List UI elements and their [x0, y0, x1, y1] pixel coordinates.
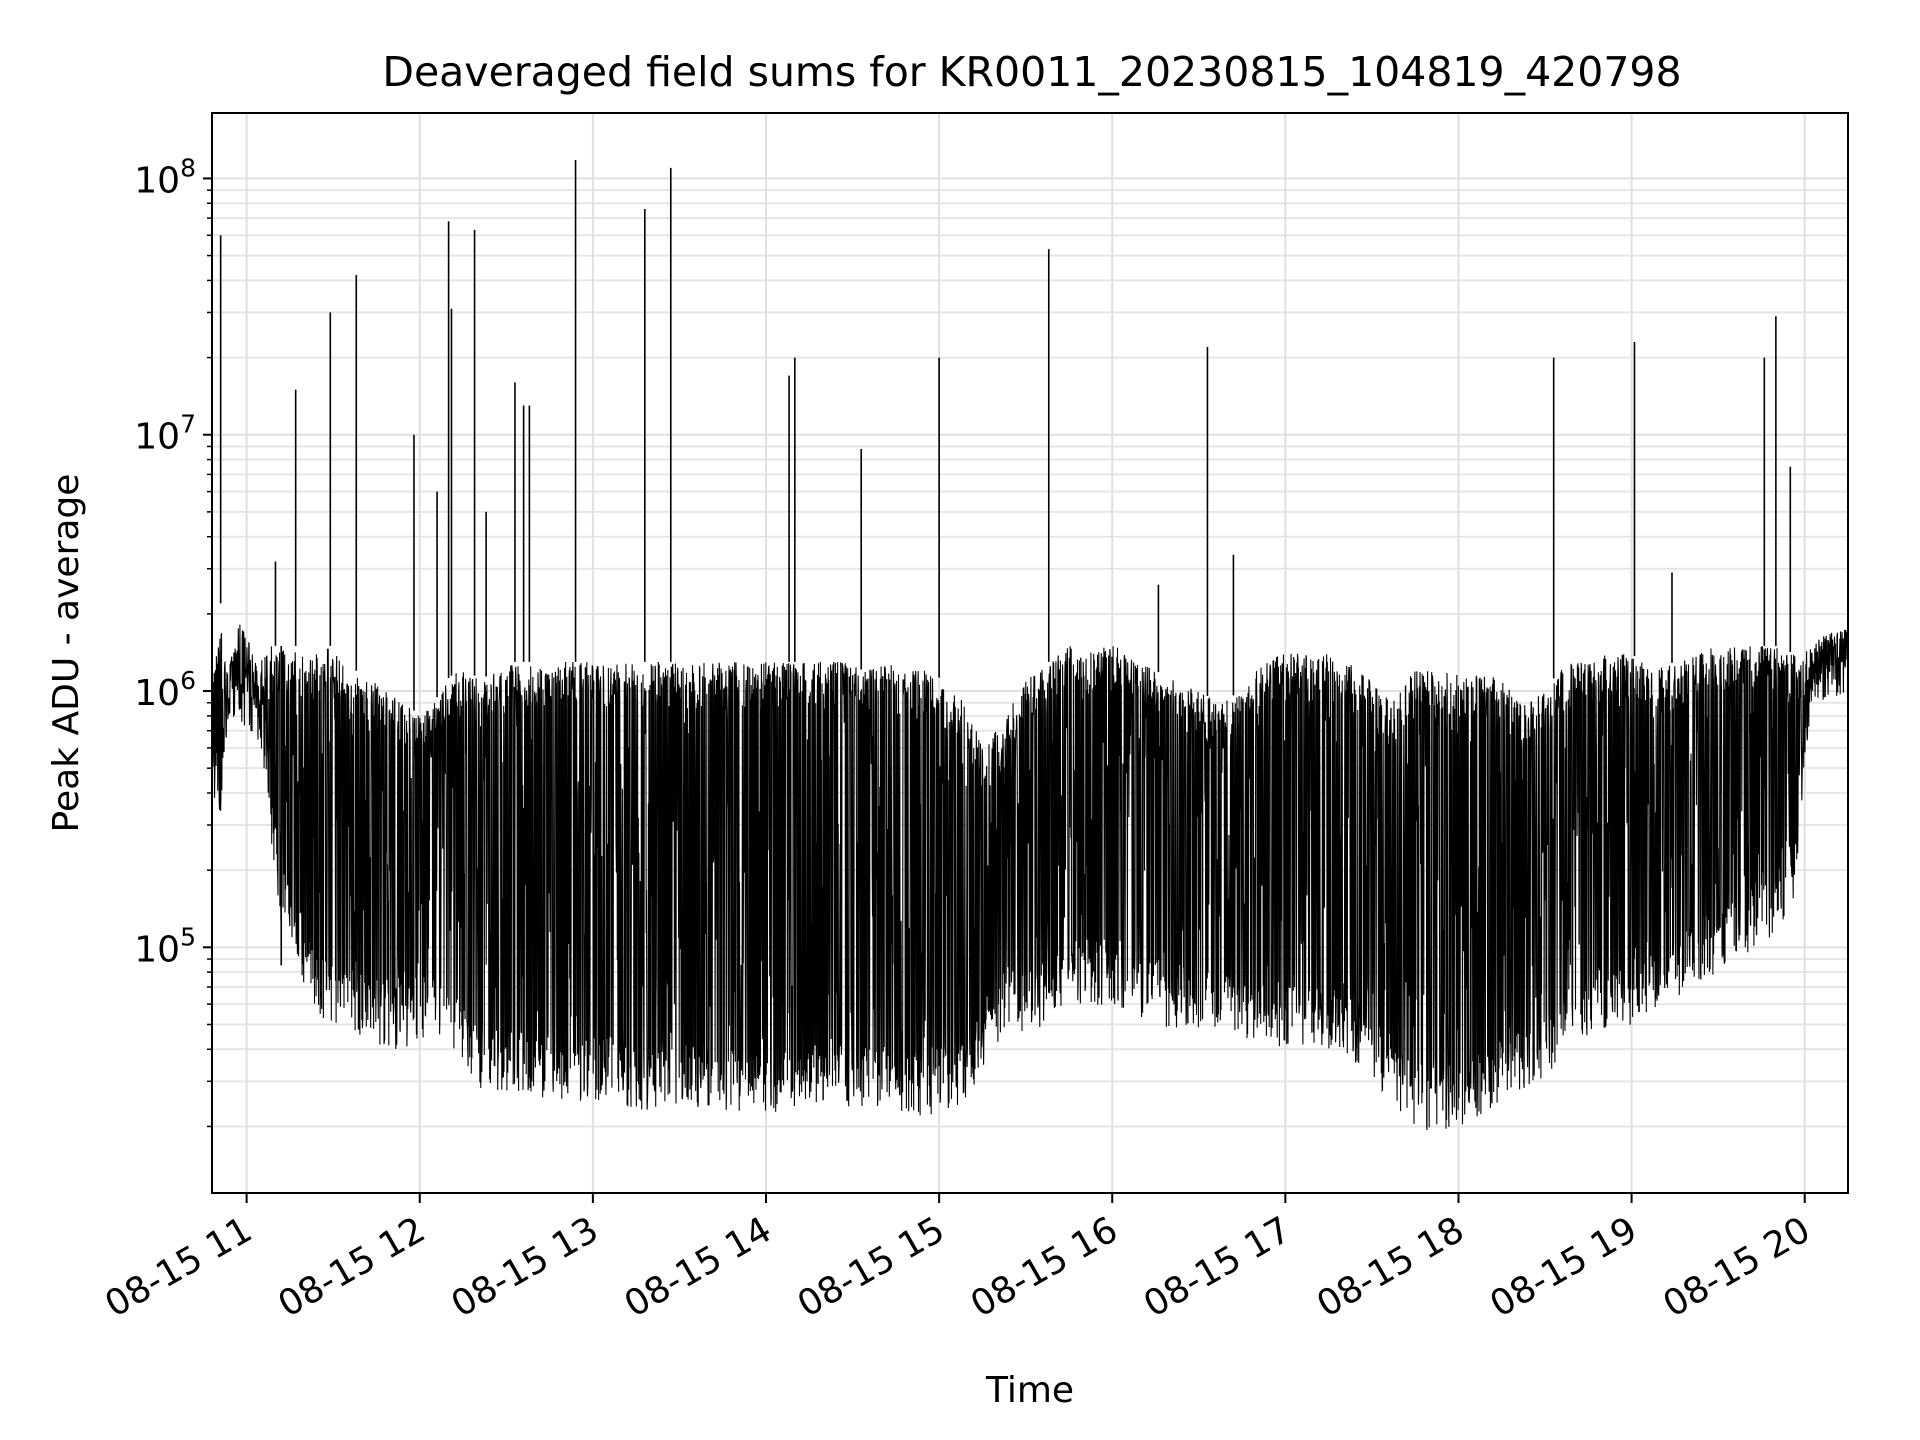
y-ticks: 105 106 107 108: [134, 153, 212, 1128]
axes-frame: [211, 112, 1849, 1194]
y-tick-label: 108: [134, 153, 196, 201]
x-axis-label: Time: [985, 1370, 1074, 1411]
y-axis-label: Peak ADU - average: [46, 474, 87, 833]
y-tick-label: 106: [134, 666, 196, 714]
series-trace: [211, 624, 1849, 1131]
y-tick-label: 105: [134, 922, 196, 970]
y-tick-label: 107: [134, 410, 196, 458]
series-line: [211, 160, 1849, 1131]
chart-title: Deaveraged field sums for KR0011_2023081…: [382, 48, 1681, 96]
